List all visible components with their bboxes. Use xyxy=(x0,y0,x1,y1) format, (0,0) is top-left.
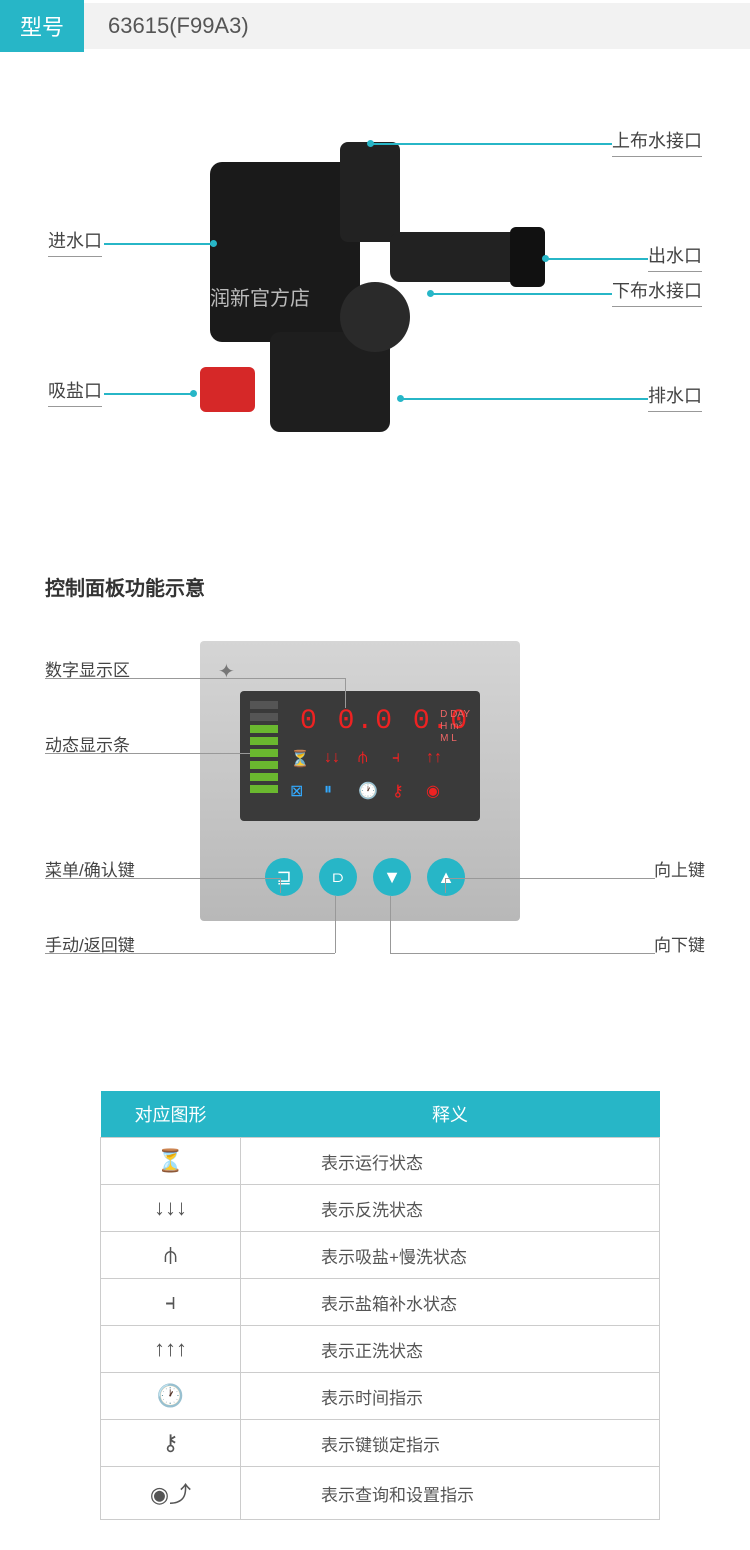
desc-cell: 表示反洗状态 xyxy=(241,1185,660,1232)
model-tag-label: 型号 xyxy=(0,0,84,52)
panel-logo-icon: ✦ xyxy=(218,659,235,684)
desc-cell: 表示查询和设置指示 xyxy=(241,1467,660,1520)
lower-dist-label: 下布水接口 xyxy=(612,277,702,307)
inlet-label: 进水口 xyxy=(48,227,102,257)
model-value: 63615(F99A3) xyxy=(84,3,750,49)
table-row: 🕐表示时间指示 xyxy=(101,1373,660,1420)
callout-line xyxy=(400,398,648,400)
desc-cell: 表示盐箱补水状态 xyxy=(241,1279,660,1326)
table-header-desc: 释义 xyxy=(241,1091,660,1138)
callout-line xyxy=(104,393,194,395)
down-button-icon: ▼ xyxy=(373,858,411,896)
table-row: ⚷表示键锁定指示 xyxy=(101,1420,660,1467)
product-diagram: 润新官方店 进水口 吸盐口 上布水接口 出水口 下布水接口 排水口 xyxy=(0,82,750,532)
table-row: ⏳表示运行状态 xyxy=(101,1138,660,1185)
icon-cell: ⏳ xyxy=(101,1138,241,1185)
table-row: ↑↑↑表示正洗状态 xyxy=(101,1326,660,1373)
desc-cell: 表示时间指示 xyxy=(241,1373,660,1420)
table-header-icon: 对应图形 xyxy=(101,1091,241,1138)
icon-cell: ⫞ xyxy=(101,1279,241,1326)
callout-line xyxy=(430,293,612,295)
panel-buttons: ⊒ ⫐ ▼ ▲ xyxy=(265,858,465,896)
status-icon-row-2: ⊠⏸ 🕐⚷ ◉ xyxy=(290,781,446,801)
icon-cell: 🕐 xyxy=(101,1373,241,1420)
icon-cell: ↑↑↑ xyxy=(101,1326,241,1373)
header-bar: 型号 63615(F99A3) xyxy=(0,0,750,52)
icon-legend-table: 对应图形 释义 ⏳表示运行状态↓↓↓表示反洗状态⫛表示吸盐+慢洗状态⫞表示盐箱补… xyxy=(100,1091,660,1520)
desc-cell: 表示运行状态 xyxy=(241,1138,660,1185)
desc-cell: 表示键锁定指示 xyxy=(241,1420,660,1467)
callout-line xyxy=(104,243,214,245)
table-row: ◉⤴表示查询和设置指示 xyxy=(101,1467,660,1520)
table-row: ↓↓↓表示反洗状态 xyxy=(101,1185,660,1232)
watermark-text: 润新官方店 xyxy=(210,282,310,311)
callout-line xyxy=(370,143,612,145)
down-key-label: 向下键 xyxy=(654,931,705,956)
icon-cell: ⫛ xyxy=(101,1232,241,1279)
upper-dist-label: 上布水接口 xyxy=(612,127,702,157)
desc-cell: 表示正洗状态 xyxy=(241,1326,660,1373)
up-key-label: 向上键 xyxy=(654,856,705,881)
up-button-icon: ▲ xyxy=(427,858,465,896)
table-row: ⫞表示盐箱补水状态 xyxy=(101,1279,660,1326)
status-icon-row-1: ⏳↓↓ ⫛⫞ ↑↑ xyxy=(290,749,446,769)
icon-cell: ↓↓↓ xyxy=(101,1185,241,1232)
icon-cell: ⚷ xyxy=(101,1420,241,1467)
icon-cell: ◉⤴ xyxy=(101,1467,241,1520)
panel-section-title: 控制面板功能示意 xyxy=(45,572,750,601)
drain-label: 排水口 xyxy=(648,382,702,412)
callout-line xyxy=(545,258,648,260)
unit-indicators: D DAY H m³ M L xyxy=(440,709,470,745)
manual-button-icon: ⫐ xyxy=(319,858,357,896)
control-panel-diagram: ✦ 0 0.0 0.0 D DAY H m³ M L ⏳↓↓ ⫛⫞ ↑↑ xyxy=(0,631,750,1031)
control-panel: ✦ 0 0.0 0.0 D DAY H m³ M L ⏳↓↓ ⫛⫞ ↑↑ xyxy=(200,641,520,921)
outlet-label: 出水口 xyxy=(648,242,702,272)
lcd-screen: 0 0.0 0.0 D DAY H m³ M L ⏳↓↓ ⫛⫞ ↑↑ ⊠⏸ 🕐⚷… xyxy=(240,691,480,821)
desc-cell: 表示吸盐+慢洗状态 xyxy=(241,1232,660,1279)
table-row: ⫛表示吸盐+慢洗状态 xyxy=(101,1232,660,1279)
brine-label: 吸盐口 xyxy=(48,377,102,407)
menu-button-icon: ⊒ xyxy=(265,858,303,896)
